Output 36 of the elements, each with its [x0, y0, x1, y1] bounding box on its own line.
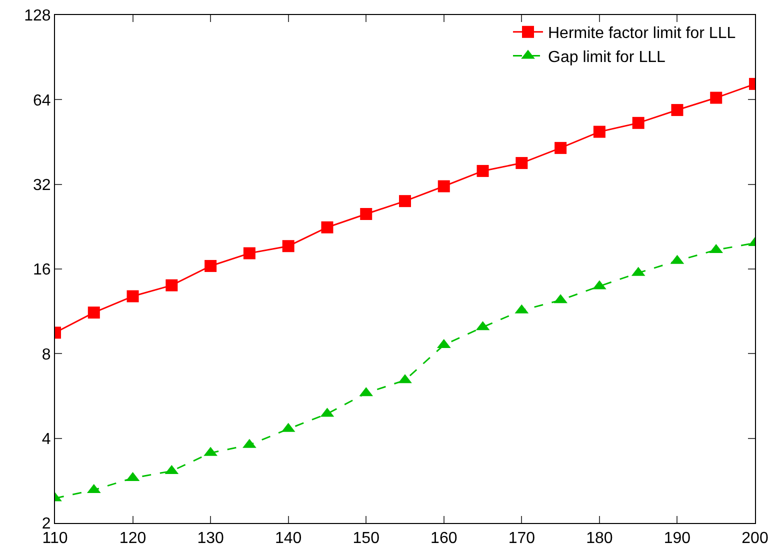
x-tick-label: 130 — [197, 530, 224, 548]
x-tick-label: 170 — [508, 530, 536, 548]
x-tick-label: 180 — [586, 530, 613, 548]
legend-label: Gap limit for LLL — [548, 48, 666, 66]
point — [321, 221, 334, 234]
point — [554, 142, 567, 154]
y-tick-label: 4 — [42, 430, 51, 448]
point — [399, 195, 411, 208]
legend-label: Hermite factor limit for LLL — [548, 25, 736, 42]
point — [671, 104, 684, 116]
x-tick-label: 160 — [430, 530, 458, 548]
point — [516, 157, 528, 170]
y-tick-label: 128 — [24, 8, 51, 25]
point — [166, 279, 178, 292]
point — [593, 126, 606, 138]
x-tick-label: 140 — [274, 530, 302, 548]
y-tick-label: 16 — [33, 262, 51, 279]
point — [204, 260, 217, 272]
x-tick-label: 120 — [119, 530, 146, 548]
point — [710, 92, 722, 104]
x-tick-label: 190 — [664, 530, 691, 548]
point — [360, 208, 372, 220]
y-tick-label: 64 — [33, 92, 51, 110]
x-tick-label: 150 — [352, 530, 380, 548]
point — [88, 306, 100, 319]
point — [476, 164, 489, 177]
point — [438, 180, 450, 192]
x-tick-label: 110 — [42, 530, 68, 548]
y-tick-label: 8 — [42, 346, 51, 364]
point — [243, 247, 256, 260]
y-tick-label: 32 — [33, 176, 51, 194]
point — [282, 240, 294, 252]
y-tick-label: 2 — [42, 516, 51, 533]
point — [126, 290, 139, 302]
point — [632, 116, 644, 129]
x-tick-label: 200 — [742, 530, 768, 548]
